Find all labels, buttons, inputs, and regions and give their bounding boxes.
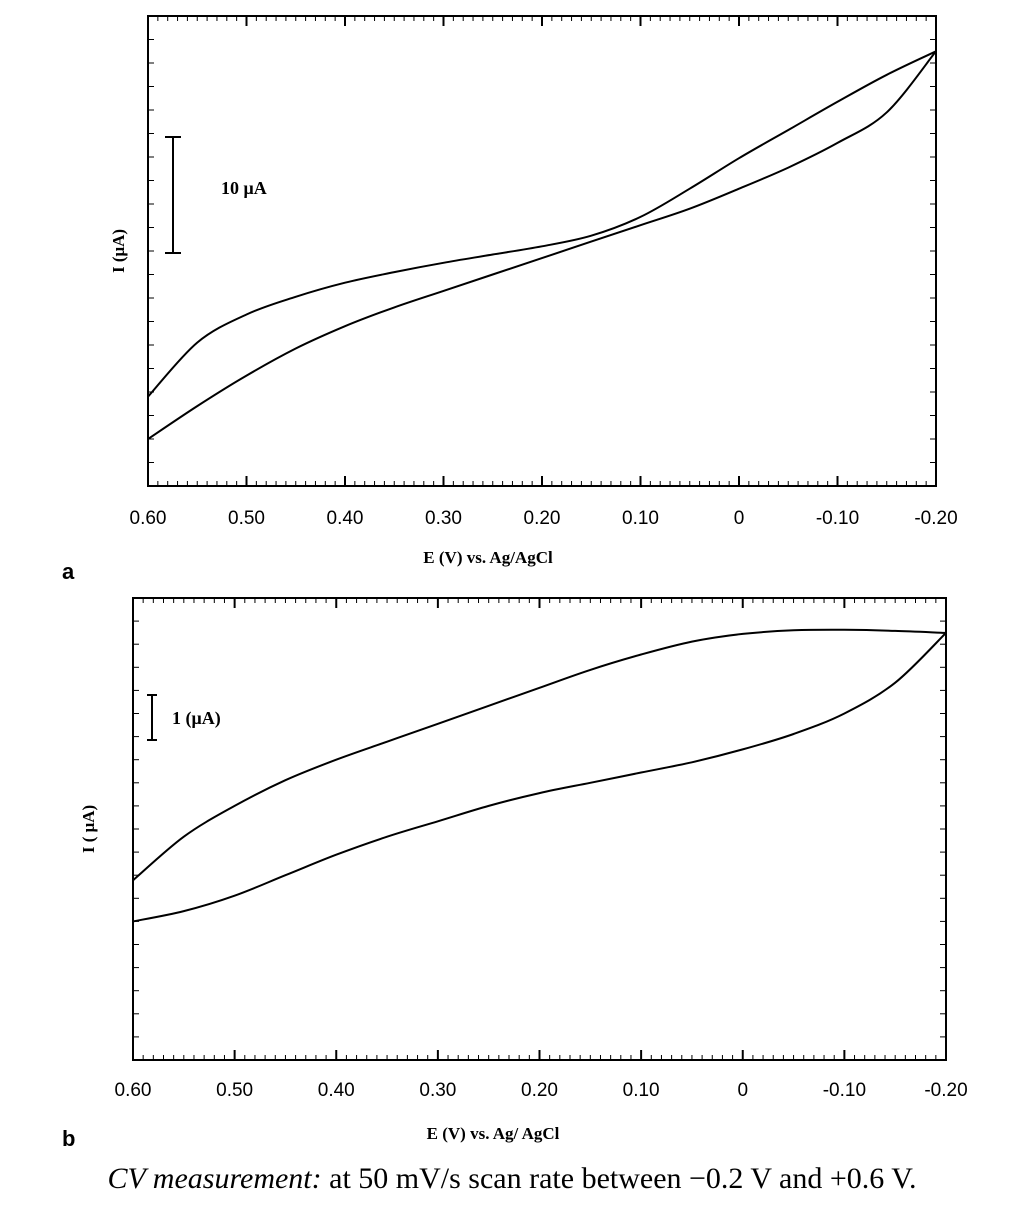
x-tick-label: 0.40 <box>327 508 364 529</box>
caption-text: at 50 mV/s scan rate between −0.2 V and … <box>321 1162 917 1195</box>
x-tick-label: 0.50 <box>228 508 265 529</box>
caption-lead: CV measurement: <box>107 1162 322 1195</box>
figure-caption: CV measurement: at 50 mV/s scan rate bet… <box>0 1162 1024 1196</box>
x-tick-label: 0 <box>734 508 745 529</box>
cv-upper-curve <box>147 50 937 398</box>
x-tick-label: 0.50 <box>216 1080 253 1101</box>
panel-a-scale-bar <box>165 136 181 254</box>
cv-lower-curve <box>132 632 947 923</box>
x-tick-label: 0.40 <box>318 1080 355 1101</box>
x-tick-label: -0.10 <box>823 1080 866 1101</box>
panel-a-letter: a <box>62 559 75 584</box>
panel-b-letter: b <box>62 1126 75 1151</box>
panel-a-x-tick-labels: 0.60 0.50 0.40 0.30 0.20 0.10 0 -0.10 -0.20 <box>130 508 958 529</box>
figure: 0.60 0.50 0.40 0.30 0.20 0.10 0 -0.10 -0.20 10 μ… <box>62 15 968 1151</box>
x-tick-label: 0.60 <box>130 508 167 529</box>
panel-b-y-axis-title: I ( μA) <box>79 805 98 853</box>
x-tick-label: 0.20 <box>524 508 561 529</box>
panel-a-plot-frame <box>147 15 937 487</box>
x-tick-label: 0.20 <box>521 1080 558 1101</box>
x-tick-label: -0.10 <box>816 508 859 529</box>
panel-a-scale-bar-label: 10 μA <box>221 178 267 198</box>
x-tick-label: 0.10 <box>622 508 659 529</box>
panel-a-chart: 0.60 0.50 0.40 0.30 0.20 0.10 0 -0.10 -0.20 10 μ… <box>62 15 958 584</box>
panel-b-x-axis-title: E (V) vs. Ag/ AgCl <box>427 1124 560 1143</box>
x-tick-label: -0.20 <box>914 508 957 529</box>
x-tick-label: 0.10 <box>623 1080 660 1101</box>
x-tick-label: 0.30 <box>425 508 462 529</box>
panel-a-y-axis-title: I (μA) <box>109 229 128 273</box>
panel-b-scale-bar <box>147 694 157 741</box>
cv-lower-curve <box>147 50 937 440</box>
panel-b-tick-marks <box>132 597 947 1061</box>
panel-b-scale-bar-label: 1 (μA) <box>172 708 221 729</box>
cv-upper-curve <box>132 628 947 882</box>
panel-b-chart: 0.60 0.50 0.40 0.30 0.20 0.10 0 -0.10 -0.20 1 (μ… <box>62 597 968 1151</box>
x-tick-label: 0.30 <box>419 1080 456 1101</box>
x-tick-label: 0 <box>737 1080 748 1101</box>
x-tick-label: 0.60 <box>115 1080 152 1101</box>
panel-a-tick-marks <box>147 15 937 487</box>
panel-b-x-tick-labels: 0.60 0.50 0.40 0.30 0.20 0.10 0 -0.10 -0.20 <box>115 1080 968 1101</box>
panel-a-x-axis-title: E (V) vs. Ag/AgCl <box>423 548 553 567</box>
panel-b-plot-frame <box>132 597 947 1061</box>
panel-a-curves <box>147 50 937 440</box>
panel-b-curves <box>132 628 947 923</box>
x-tick-label: -0.20 <box>924 1080 967 1101</box>
